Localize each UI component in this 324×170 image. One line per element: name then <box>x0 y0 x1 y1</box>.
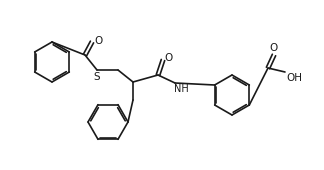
Text: O: O <box>270 43 278 53</box>
Text: NH: NH <box>174 84 189 94</box>
Text: S: S <box>94 72 100 82</box>
Text: OH: OH <box>286 73 302 83</box>
Text: O: O <box>94 36 102 46</box>
Text: O: O <box>164 53 172 63</box>
